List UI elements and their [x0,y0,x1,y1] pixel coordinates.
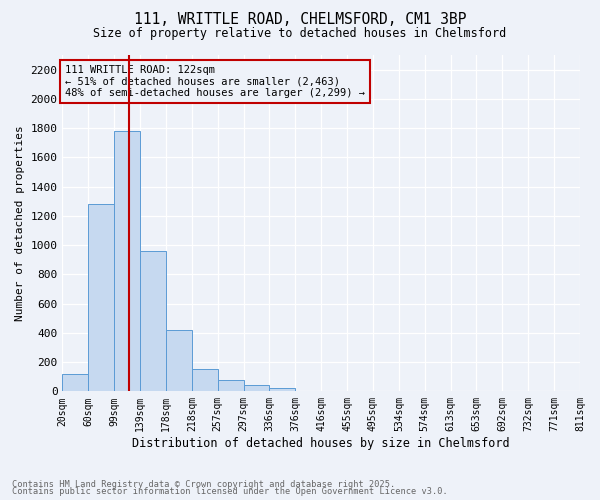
Text: Contains public sector information licensed under the Open Government Licence v3: Contains public sector information licen… [12,488,448,496]
Text: Size of property relative to detached houses in Chelmsford: Size of property relative to detached ho… [94,28,506,40]
Text: 111, WRITTLE ROAD, CHELMSFORD, CM1 3BP: 111, WRITTLE ROAD, CHELMSFORD, CM1 3BP [134,12,466,28]
Text: Contains HM Land Registry data © Crown copyright and database right 2025.: Contains HM Land Registry data © Crown c… [12,480,395,489]
Text: 111 WRITTLE ROAD: 122sqm
← 51% of detached houses are smaller (2,463)
48% of sem: 111 WRITTLE ROAD: 122sqm ← 51% of detach… [65,65,365,98]
Bar [114,131,140,392]
Bar [62,374,88,392]
Bar [140,251,166,392]
X-axis label: Distribution of detached houses by size in Chelmsford: Distribution of detached houses by size … [133,437,510,450]
Bar [192,370,218,392]
Bar [218,380,244,392]
Bar [244,386,269,392]
Bar [166,330,192,392]
Bar [88,204,114,392]
Bar [269,388,295,392]
Y-axis label: Number of detached properties: Number of detached properties [15,126,25,321]
